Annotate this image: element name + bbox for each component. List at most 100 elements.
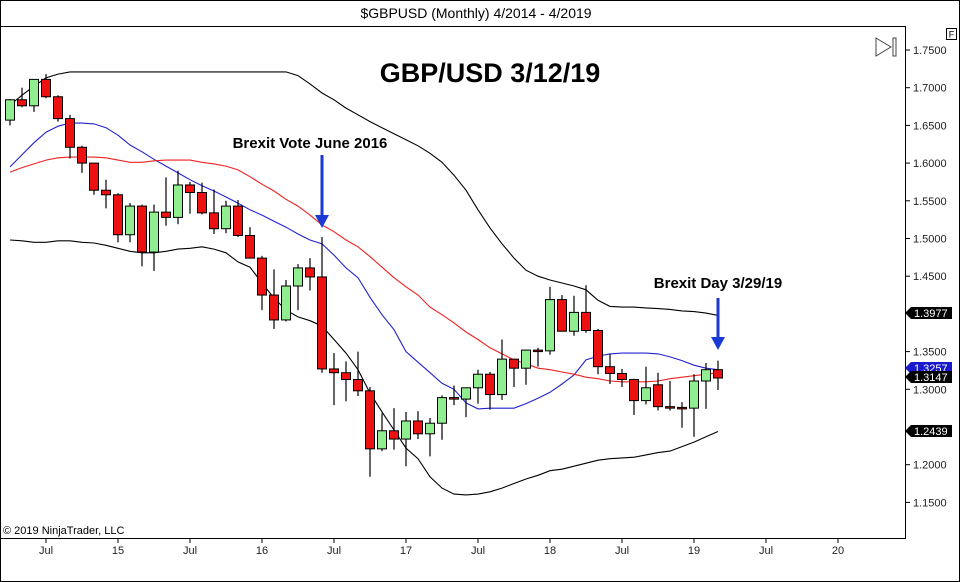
candle-body-down xyxy=(365,390,375,450)
candle-body-down xyxy=(77,146,87,164)
candle xyxy=(653,372,663,411)
candle-body-up xyxy=(521,349,531,369)
red-moving-average-line xyxy=(9,156,719,383)
candle xyxy=(557,295,567,332)
price-label-value: 1.3977 xyxy=(914,308,948,320)
candle-body-down xyxy=(269,294,279,321)
candle-body-down xyxy=(197,192,207,214)
candle xyxy=(245,227,255,259)
candle-body-down xyxy=(629,378,639,402)
price-label-tag xyxy=(905,307,952,319)
chart-title: $GBPUSD (Monthly) 4/2014 - 4/2019 xyxy=(360,5,591,21)
candle xyxy=(77,145,87,173)
candle xyxy=(17,87,27,108)
y-tick-label: 1.4500 xyxy=(913,271,947,283)
candle-body-up xyxy=(689,380,699,409)
candle xyxy=(617,368,627,388)
price-label: 1.3147 xyxy=(905,371,952,384)
candle-body-down xyxy=(329,368,339,374)
candle xyxy=(197,182,207,215)
candle xyxy=(449,385,459,406)
candle-body-up xyxy=(701,369,711,382)
candle xyxy=(533,347,543,367)
candle xyxy=(689,374,699,437)
y-tick-label: 1.6000 xyxy=(913,158,947,170)
price-label-tag xyxy=(905,425,952,437)
lower-band-line xyxy=(9,239,719,496)
x-tick-label: 18 xyxy=(544,545,556,557)
candle-body-down xyxy=(305,267,315,278)
candle-body-down xyxy=(65,118,75,148)
candle-body-down xyxy=(185,184,195,194)
play-icon xyxy=(875,37,892,57)
candle-body-down xyxy=(317,276,327,370)
candle-body-up xyxy=(377,430,387,450)
candle xyxy=(305,258,315,291)
candle xyxy=(101,179,111,209)
candle xyxy=(437,395,447,440)
x-tick-label: Jul xyxy=(615,545,629,557)
x-tick-label: Jul xyxy=(39,545,53,557)
candle xyxy=(713,360,723,391)
candle xyxy=(521,349,531,385)
candle xyxy=(113,193,123,243)
price-label: 1.2439 xyxy=(905,425,952,438)
candle-body-down xyxy=(233,205,243,236)
candle-body-down xyxy=(677,406,687,410)
candle xyxy=(149,204,159,271)
candle xyxy=(665,381,675,411)
candle xyxy=(329,353,339,406)
candle-body-down xyxy=(353,378,363,392)
candle xyxy=(413,411,423,440)
x-tick-label: Jul xyxy=(759,545,773,557)
y-tick-label: 1.6500 xyxy=(913,120,947,132)
candle xyxy=(569,295,579,336)
candle-body-up xyxy=(125,205,135,236)
candle-body-down xyxy=(449,397,459,400)
f-button[interactable]: F xyxy=(946,28,957,40)
candles xyxy=(5,74,723,477)
price-label: 1.3977 xyxy=(905,307,952,320)
candle xyxy=(41,74,51,99)
candle-body-down xyxy=(533,349,543,353)
candle-body-up xyxy=(545,299,555,352)
candle xyxy=(401,411,411,467)
price-label-value: 1.3147 xyxy=(914,372,948,384)
candle xyxy=(65,114,75,159)
candle-body-down xyxy=(245,234,255,259)
x-tick-label: 17 xyxy=(400,545,412,557)
candle xyxy=(605,353,615,385)
candle-body-up xyxy=(461,387,471,400)
f-button-label: F xyxy=(949,30,955,40)
f-button-box xyxy=(946,28,957,40)
price-label-value: 1.2439 xyxy=(914,426,948,438)
candle xyxy=(389,408,399,450)
candle-body-down xyxy=(17,99,27,107)
candle xyxy=(281,279,291,322)
arrow-down-icon xyxy=(315,215,329,228)
scroll-to-end-button[interactable] xyxy=(875,37,897,57)
candle-body-up xyxy=(473,373,483,389)
y-tick-label: 1.3000 xyxy=(913,384,947,396)
candle xyxy=(269,269,279,329)
y-tick-label: 1.3500 xyxy=(913,347,947,359)
candle-body-up xyxy=(221,205,231,230)
y-tick-label: 1.5500 xyxy=(913,196,947,208)
candle-body-down xyxy=(713,369,723,379)
y-tick-label: 1.7500 xyxy=(913,45,947,57)
candle xyxy=(629,378,639,415)
candle-body-up xyxy=(437,397,447,424)
x-tick-label: 19 xyxy=(688,545,700,557)
candle-body-up xyxy=(29,78,39,107)
x-tick-label: 15 xyxy=(112,545,124,557)
plot-area[interactable] xyxy=(0,26,906,539)
candle xyxy=(353,351,363,397)
candle-body-down xyxy=(389,430,399,440)
candle-body-down xyxy=(557,299,567,332)
candle-body-up xyxy=(149,211,159,253)
candle xyxy=(173,170,183,225)
x-tick-label: Jul xyxy=(471,545,485,557)
x-tick-label: 16 xyxy=(256,545,268,557)
candle xyxy=(209,189,219,234)
y-axis: 1.7500 1.7000 1.6500 1.6000 1.5500 1.5000 1.45… xyxy=(905,45,947,509)
